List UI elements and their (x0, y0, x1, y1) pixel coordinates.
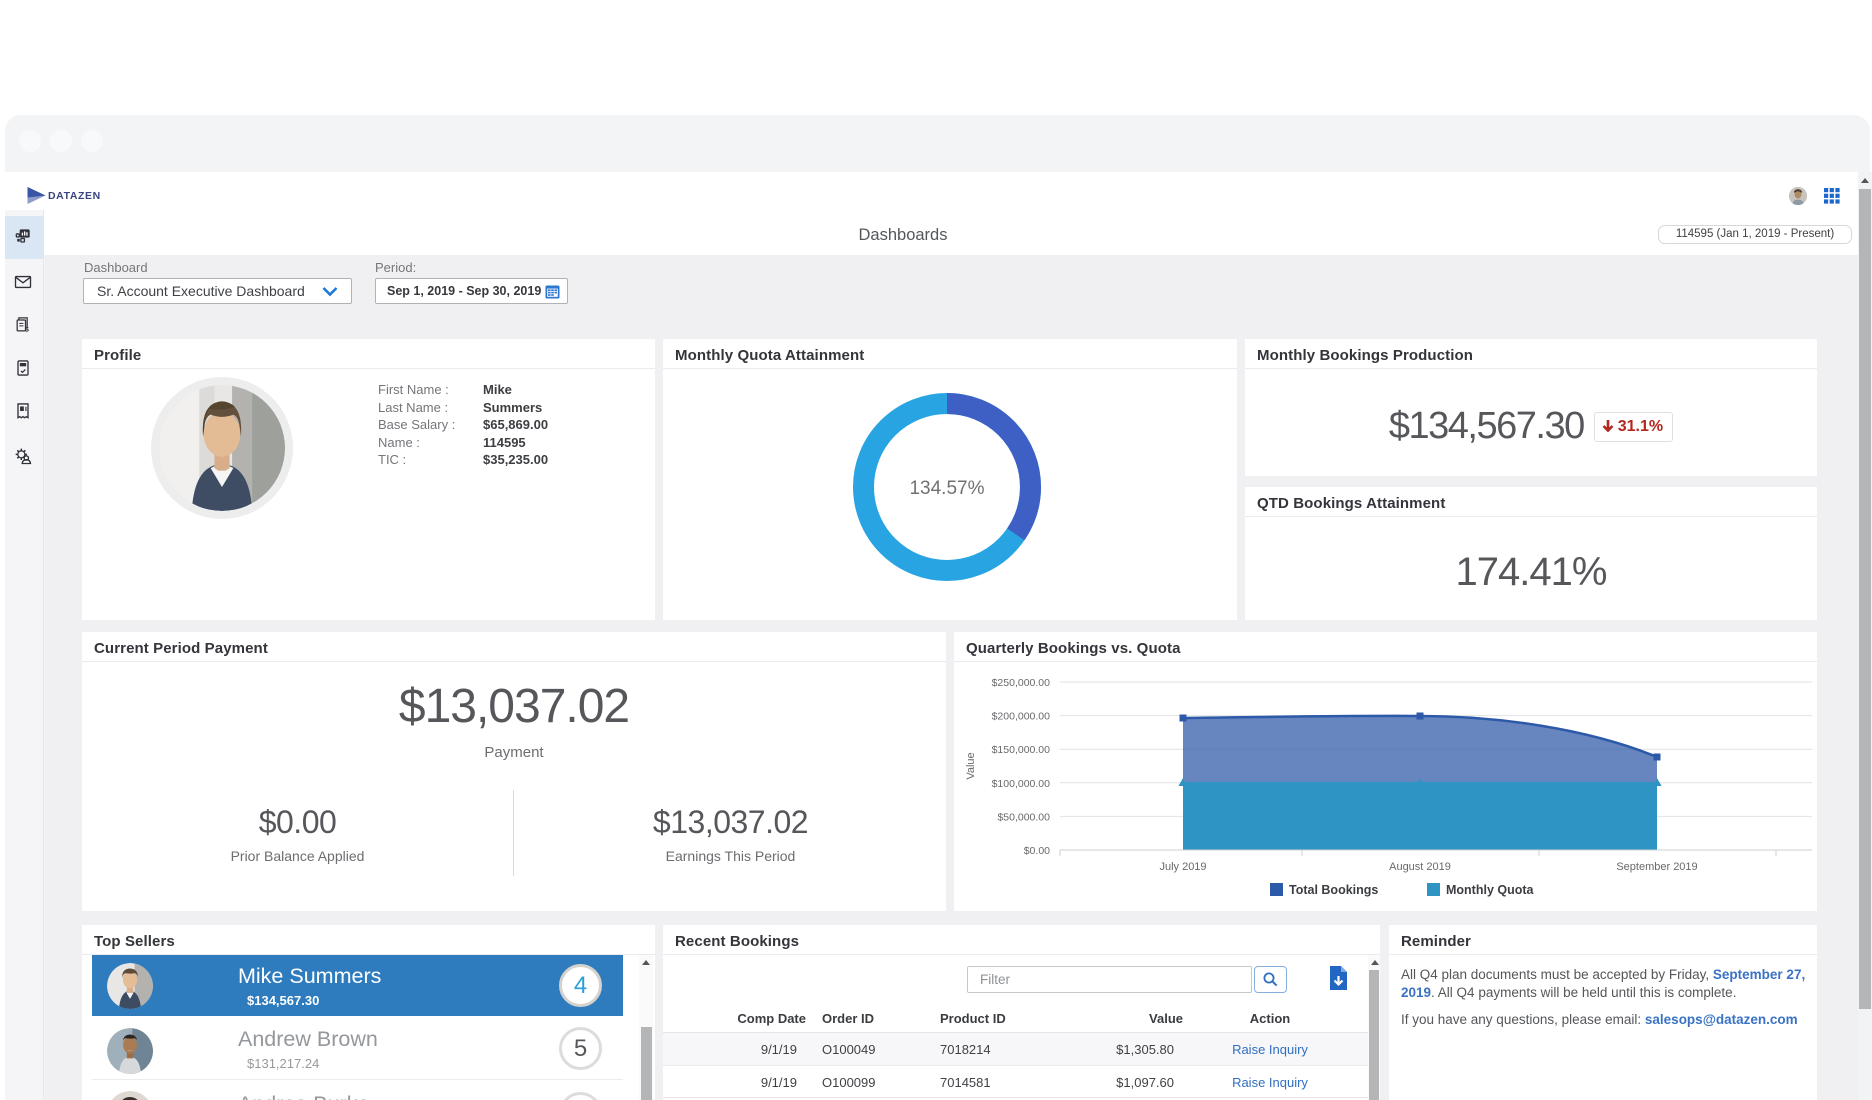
svg-text:$150,000.00: $150,000.00 (992, 744, 1051, 756)
svg-text:$: $ (25, 327, 29, 334)
svg-text:$50,000.00: $50,000.00 (997, 811, 1050, 823)
svg-text:$0.00: $0.00 (1024, 845, 1050, 857)
svg-text:September 2019: September 2019 (1616, 861, 1697, 873)
svg-text:$250,000.00: $250,000.00 (992, 677, 1051, 689)
svg-text:Total Bookings: Total Bookings (1289, 883, 1378, 897)
svg-text:134.57%: 134.57% (909, 478, 984, 499)
svg-text:$200,000.00: $200,000.00 (992, 711, 1051, 723)
svg-text:July 2019: July 2019 (1159, 861, 1206, 873)
svg-text:$100,000.00: $100,000.00 (992, 778, 1051, 790)
svg-text:Monthly Quota: Monthly Quota (1446, 883, 1535, 897)
svg-text:August 2019: August 2019 (1389, 861, 1451, 873)
svg-text:Value: Value (965, 752, 977, 779)
